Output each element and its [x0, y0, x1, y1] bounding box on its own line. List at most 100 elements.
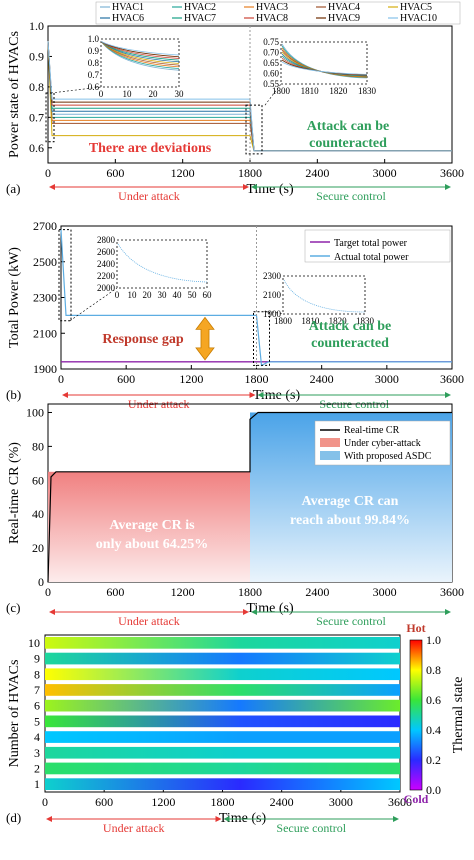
- annotation-counter-1: Attack can be: [307, 119, 389, 134]
- panel-a: 0 600 1200 1800 2400 3000 3600 Time (s) (a) Power…: [6, 1, 464, 203]
- inset-x-tick-label: 50: [188, 290, 198, 300]
- phase-label-secure: Secure control: [316, 614, 386, 628]
- inset-y-tick-label: 0.65: [263, 58, 279, 68]
- y-tick-label: 6: [34, 699, 40, 713]
- x-tick-label: 1200: [171, 585, 195, 599]
- heatmap-row: [45, 684, 400, 696]
- y-tick-label: 1.0: [29, 19, 44, 33]
- colorbar-tick-label: 0.8: [426, 663, 441, 677]
- inset-curve: [100, 41, 180, 56]
- y-tick-label: 2100: [33, 326, 57, 340]
- y-tick-label: 0: [38, 575, 44, 589]
- y-tick-label: 2700: [33, 219, 57, 233]
- legend-frame: [95, 1, 461, 25]
- x-tick-label: 1800: [211, 795, 235, 809]
- colorbar-bar: [409, 639, 423, 791]
- x-tick-label: 3000: [373, 166, 397, 180]
- phase-label-secure: Secure control: [276, 821, 346, 835]
- inset-x-tick-label: 1810: [301, 316, 320, 326]
- x-tick-label: 0: [45, 166, 51, 180]
- inset-x-tick-label: 0: [99, 89, 104, 99]
- annotation-avg-attack-2: only about 64.25%: [96, 537, 208, 552]
- legend: Real-time CR Under cyber-attack With propo…: [314, 420, 451, 466]
- panel-label: (d): [6, 810, 21, 825]
- inset-x-tick-label: 1800: [274, 316, 293, 326]
- inset-frame: [116, 239, 208, 289]
- legend-entry: HVAC6: [112, 13, 144, 24]
- inset-x-tick-label: 40: [173, 290, 183, 300]
- x-tick-label: 0: [45, 585, 51, 599]
- legend-entry: HVAC3: [256, 2, 288, 13]
- y-tick-label: 4: [34, 730, 40, 744]
- inset-y-tick-label: 1900: [263, 309, 282, 319]
- inset-x-tick-label: 1820: [329, 86, 348, 96]
- colorbar-hot-label: Hot: [406, 621, 425, 635]
- x-tick-label: 3000: [329, 795, 353, 809]
- legend-swatch: [320, 451, 340, 460]
- x-tick-label: 3000: [375, 372, 399, 386]
- y-tick-label: 40: [32, 507, 44, 521]
- legend-entry: HVAC9: [328, 13, 360, 24]
- legend-entry: HVAC7: [184, 13, 216, 24]
- y-tick-label: 0.6: [29, 141, 44, 155]
- y-tick-label: 8: [34, 667, 40, 681]
- inset-start: 0 10 20 30 40 50 60 2000 2200 2400 2600 2800: [97, 235, 212, 300]
- annotation-avg-secure-2: reach about 99.84%: [290, 513, 410, 528]
- y-tick-label: 3: [34, 746, 40, 760]
- y-axis-label: Real-time CR (%): [7, 442, 22, 544]
- annotation-counter-1: Attack can be: [309, 319, 391, 334]
- legend-entry: Real-time CR: [344, 425, 400, 436]
- x-tick-label: 3000: [373, 585, 397, 599]
- inset-x-tick-label: 0: [115, 290, 120, 300]
- x-tick-label: 1200: [151, 795, 175, 809]
- inset-frame: [282, 275, 366, 315]
- x-tick-label: 2400: [270, 795, 294, 809]
- x-axis-label: Time (s): [246, 182, 294, 197]
- inset-connector: [271, 311, 284, 315]
- legend-entry: Actual total power: [334, 252, 409, 263]
- phase-label-attack: Under attack: [103, 821, 165, 835]
- x-tick-label: 3600: [388, 795, 412, 809]
- annotation-counter-2: counteracted: [309, 136, 387, 151]
- inset-x-tick-label: 30: [158, 290, 168, 300]
- legend-swatch: [320, 438, 340, 447]
- annotation-avg-secure-1: Average CR can: [302, 494, 399, 509]
- inset-x-tick-label: 20: [143, 290, 153, 300]
- inset-y-tick-label: 0.7: [88, 70, 100, 80]
- panel-label: (b): [6, 387, 21, 402]
- y-tick-label: 10: [28, 636, 40, 650]
- colorbar-tick-label: 0.2: [426, 753, 441, 767]
- x-tick-label: 0: [42, 795, 48, 809]
- inset-y-tick-label: 0.70: [263, 48, 279, 58]
- heatmap-row: [45, 746, 400, 759]
- inset-y-tick-label: 0.60: [263, 69, 279, 79]
- x-tick-label: 2400: [305, 166, 329, 180]
- y-tick-label: 1: [34, 777, 40, 791]
- legend-entry: Target total power: [334, 238, 408, 249]
- heatmap-row: [45, 731, 400, 743]
- inset-x-tick-label: 10: [123, 89, 133, 99]
- phase-label-secure: Secure control: [316, 189, 386, 203]
- legend-entry: HVAC8: [256, 13, 288, 24]
- series-line-cr: [47, 411, 452, 583]
- x-tick-label: 600: [106, 585, 124, 599]
- inset-curve: [281, 61, 368, 75]
- y-axis-label: Number of HVACs: [7, 660, 22, 768]
- legend: HVAC1 HVAC2 HVAC3 HVAC4 HVAC5 HVAC6 HVAC7 HVAC8…: [95, 1, 461, 25]
- heatmap-row: [45, 762, 400, 775]
- y-axis-label: Power state of HVACs: [7, 31, 22, 158]
- inset-start: 0 10 20 30 0.6 0.7 0.8 0.9 1.0: [88, 34, 184, 99]
- panel-label: (c): [6, 600, 20, 615]
- inset-secure: 1800 1810 1820 1830 0.550.600.650.700.75: [263, 37, 376, 96]
- annotation-avg-attack-1: Average CR is: [109, 518, 195, 533]
- annotation-response-gap: Response gap: [102, 332, 184, 347]
- heatmap-row: [45, 778, 400, 790]
- response-gap-arrow: [195, 316, 215, 361]
- inset-y-tick-label: 2000: [97, 283, 116, 293]
- inset-y-tick-label: 0.8: [88, 58, 100, 68]
- inset-y-tick-label: 2300: [263, 271, 282, 281]
